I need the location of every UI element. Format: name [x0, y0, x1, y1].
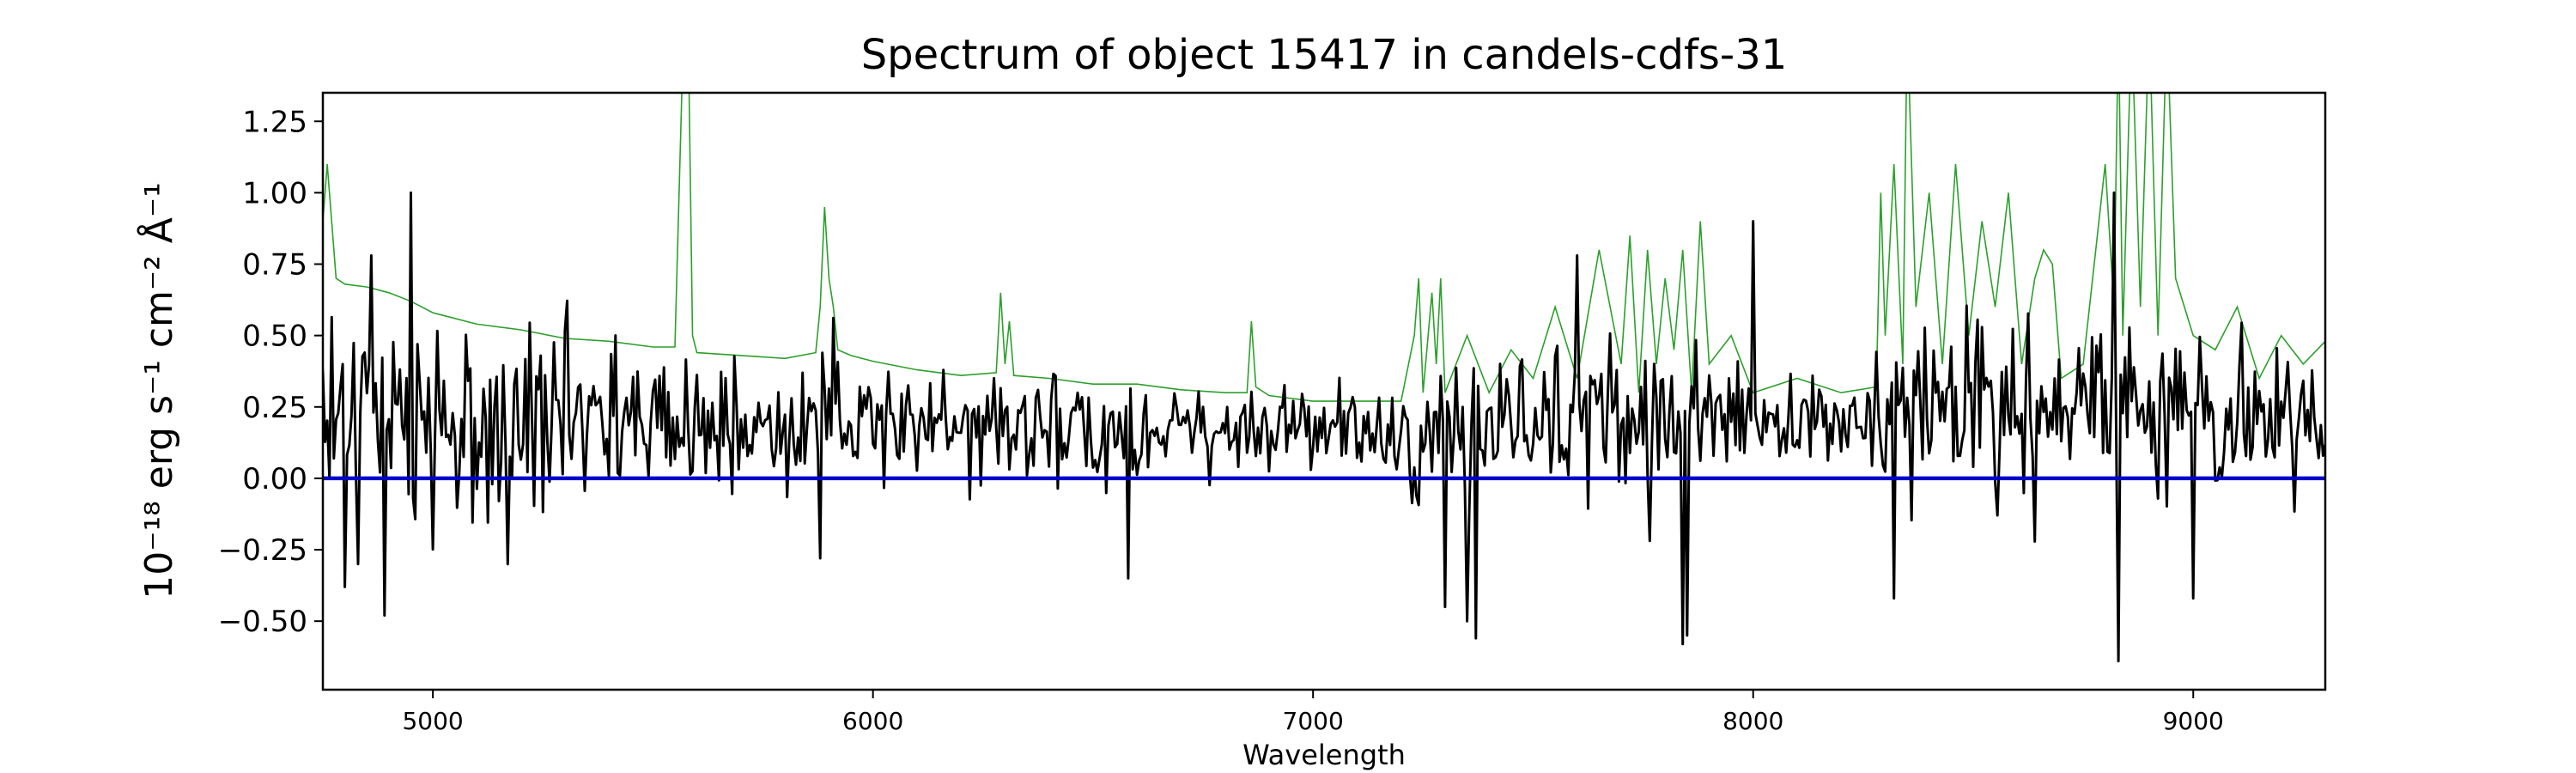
x-axis: 5000 6000 7000 8000 9000: [402, 690, 2224, 735]
chart-title: Spectrum of object 15417 in candels-cdfs…: [861, 31, 1788, 79]
y-tick-label: 0.00: [242, 462, 307, 496]
flux-series-line: [323, 191, 2325, 663]
x-tick-label: 7000: [1283, 707, 1344, 735]
y-axis: −0.50 −0.25 0.00 0.25 0.50 0.75 1.00 1.25: [218, 105, 323, 639]
plot-frame: [321, 91, 2327, 691]
y-tick-label: 0.75: [242, 248, 307, 283]
plot-area: [323, 93, 2325, 663]
y-tick-label: −0.50: [218, 605, 307, 639]
y-tick-label: 0.50: [242, 320, 307, 354]
x-axis-label: Wavelength: [1242, 739, 1406, 771]
x-tick-label: 9000: [2163, 707, 2224, 735]
x-tick-label: 5000: [402, 707, 463, 735]
y-tick-label: 1.25: [242, 105, 307, 139]
y-tick-label: 1.00: [242, 176, 307, 210]
y-tick-label: 0.25: [242, 391, 307, 425]
noise-series-line: [323, 93, 2325, 402]
y-axis-label: 10⁻¹⁸ erg s⁻¹ cm⁻² Å⁻¹: [136, 182, 181, 599]
series-layer: [323, 93, 2325, 663]
y-tick-label: −0.25: [218, 533, 307, 568]
x-tick-label: 6000: [842, 707, 903, 735]
x-tick-label: 8000: [1722, 707, 1783, 735]
